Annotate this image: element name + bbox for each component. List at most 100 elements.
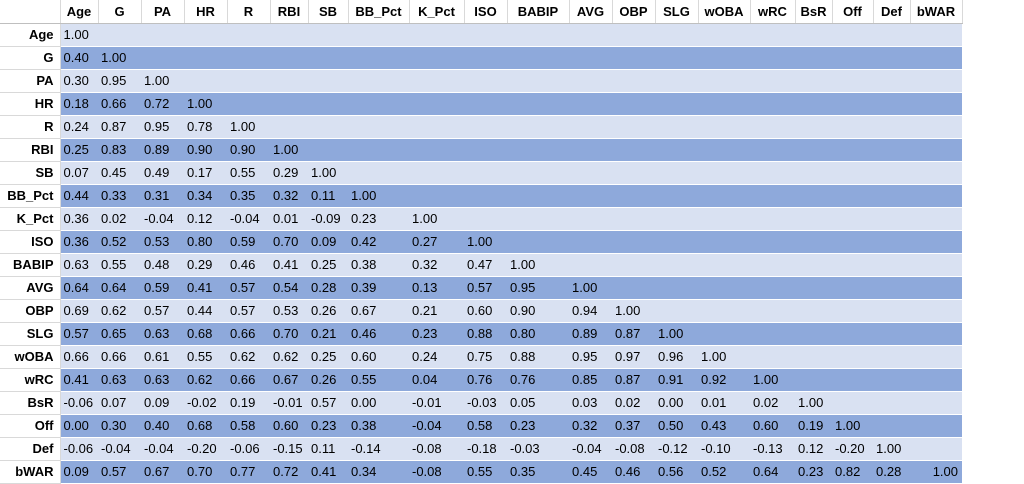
correlation-cell: 0.70 bbox=[270, 230, 308, 254]
correlation-cell: 0.59 bbox=[141, 276, 184, 300]
correlation-cell: 0.60 bbox=[750, 414, 795, 438]
correlation-cell bbox=[507, 69, 569, 93]
correlation-cell bbox=[612, 207, 655, 231]
correlation-cell bbox=[184, 23, 227, 47]
correlation-cell: 0.97 bbox=[612, 345, 655, 369]
row-header-g: G bbox=[0, 46, 61, 70]
correlation-cell: 1.00 bbox=[184, 92, 227, 116]
correlation-cell: 0.37 bbox=[612, 414, 655, 438]
row-header-def: Def bbox=[0, 437, 61, 461]
row-header-bb-pct: BB_Pct bbox=[0, 184, 61, 208]
correlation-cell: 0.82 bbox=[832, 460, 873, 484]
correlation-cell: -0.13 bbox=[750, 437, 795, 461]
correlation-cell bbox=[409, 138, 464, 162]
correlation-cell: -0.14 bbox=[348, 437, 409, 461]
correlation-cell: 0.62 bbox=[184, 368, 227, 392]
correlation-cell: 0.41 bbox=[308, 460, 348, 484]
column-header-wrc: wRC bbox=[750, 0, 796, 24]
correlation-cell: 0.39 bbox=[348, 276, 409, 300]
correlation-cell: 0.90 bbox=[507, 299, 569, 323]
correlation-cell bbox=[184, 69, 227, 93]
correlation-cell: 0.50 bbox=[655, 414, 698, 438]
correlation-cell: 0.32 bbox=[270, 184, 308, 208]
correlation-cell bbox=[832, 161, 873, 185]
correlation-cell: 0.19 bbox=[795, 414, 832, 438]
correlation-cell bbox=[698, 161, 750, 185]
correlation-cell: -0.08 bbox=[409, 460, 464, 484]
correlation-cell: 1.00 bbox=[750, 368, 795, 392]
correlation-cell bbox=[698, 276, 750, 300]
correlation-cell: 0.30 bbox=[98, 414, 141, 438]
column-header-g: G bbox=[98, 0, 142, 24]
correlation-cell: 0.35 bbox=[227, 184, 270, 208]
correlation-cell: 0.46 bbox=[348, 322, 409, 346]
correlation-cell: 0.76 bbox=[507, 368, 569, 392]
table-row: R 0.24 0.87 0.95 0.78 1.00 bbox=[0, 115, 962, 139]
correlation-cell bbox=[569, 207, 612, 231]
correlation-cell bbox=[270, 23, 308, 47]
correlation-cell: 0.91 bbox=[655, 368, 698, 392]
correlation-cell bbox=[750, 161, 795, 185]
correlation-cell: 0.63 bbox=[141, 322, 184, 346]
correlation-cell: 0.44 bbox=[184, 299, 227, 323]
correlation-cell: 0.19 bbox=[227, 391, 270, 415]
row-header-rbi: RBI bbox=[0, 138, 61, 162]
correlation-cell bbox=[795, 207, 832, 231]
correlation-cell: 0.53 bbox=[270, 299, 308, 323]
correlation-cell bbox=[507, 184, 569, 208]
row-header-slg: SLG bbox=[0, 322, 61, 346]
table-row: OBP 0.69 0.62 0.57 0.44 0.57 0.53 0.26 0.67 0.21 0… bbox=[0, 299, 962, 323]
correlation-cell bbox=[507, 230, 569, 254]
column-header-def: Def bbox=[873, 0, 911, 24]
table-row: BB_Pct 0.44 0.33 0.31 0.34 0.35 0.32 0.11 1.00 bbox=[0, 184, 962, 208]
correlation-cell: 0.01 bbox=[698, 391, 750, 415]
correlation-cell bbox=[409, 46, 464, 70]
correlation-cell: 0.49 bbox=[141, 161, 184, 185]
correlation-cell bbox=[655, 230, 698, 254]
correlation-cell: 0.02 bbox=[98, 207, 141, 231]
correlation-cell: 0.18 bbox=[60, 92, 98, 116]
correlation-cell: 0.57 bbox=[464, 276, 507, 300]
correlation-cell: 0.36 bbox=[60, 207, 98, 231]
correlation-cell bbox=[612, 115, 655, 139]
correlation-cell: 0.55 bbox=[348, 368, 409, 392]
correlation-cell bbox=[409, 92, 464, 116]
correlation-cell: 0.64 bbox=[60, 276, 98, 300]
correlation-cell: 0.43 bbox=[698, 414, 750, 438]
correlation-cell bbox=[409, 184, 464, 208]
correlation-cell: 0.00 bbox=[655, 391, 698, 415]
correlation-cell: 0.52 bbox=[98, 230, 141, 254]
correlation-cell bbox=[750, 230, 795, 254]
correlation-cell bbox=[832, 391, 873, 415]
correlation-cell: 0.07 bbox=[60, 161, 98, 185]
row-header-hr: HR bbox=[0, 92, 61, 116]
table-row: wRC 0.41 0.63 0.63 0.62 0.66 0.67 0.26 0.55 0.04 0… bbox=[0, 368, 962, 392]
table-row: BABIP 0.63 0.55 0.48 0.29 0.46 0.41 0.25 0.38 0.3… bbox=[0, 253, 962, 277]
row-header-off: Off bbox=[0, 414, 61, 438]
row-header-woba: wOBA bbox=[0, 345, 61, 369]
correlation-cell: 0.54 bbox=[270, 276, 308, 300]
correlation-cell: 0.48 bbox=[141, 253, 184, 277]
correlation-cell: -0.04 bbox=[409, 414, 464, 438]
correlation-cell bbox=[698, 92, 750, 116]
correlation-cell: 1.00 bbox=[464, 230, 507, 254]
correlation-cell bbox=[655, 69, 698, 93]
correlation-cell: 0.26 bbox=[308, 299, 348, 323]
correlation-cell: 0.04 bbox=[409, 368, 464, 392]
correlation-cell: 0.21 bbox=[409, 299, 464, 323]
correlation-matrix-table: Age G PA HR R RBI SB BB_Pct K_Pct ISO BABIP AVG OBP S… bbox=[0, 0, 963, 484]
table-row: RBI 0.25 0.83 0.89 0.90 0.90 1.00 bbox=[0, 138, 962, 162]
table-row: K_Pct 0.36 0.02 -0.04 0.12 -0.04 0.01 -0.09 0.23… bbox=[0, 207, 962, 231]
correlation-cell bbox=[612, 69, 655, 93]
table-row: AVG 0.64 0.64 0.59 0.41 0.57 0.54 0.28 0.39 0.13 0… bbox=[0, 276, 962, 300]
correlation-cell bbox=[910, 345, 962, 369]
correlation-cell bbox=[873, 69, 910, 93]
table-row: SLG 0.57 0.65 0.63 0.68 0.66 0.70 0.21 0.46 0.23 0… bbox=[0, 322, 962, 346]
correlation-cell bbox=[832, 322, 873, 346]
correlation-cell: 0.70 bbox=[270, 322, 308, 346]
correlation-cell: 0.88 bbox=[464, 322, 507, 346]
correlation-cell: -0.12 bbox=[655, 437, 698, 461]
table-row: BsR -0.06 0.07 0.09 -0.02 0.19 -0.01 0.57 0.00 -0… bbox=[0, 391, 962, 415]
correlation-cell bbox=[832, 115, 873, 139]
correlation-cell bbox=[832, 23, 873, 47]
